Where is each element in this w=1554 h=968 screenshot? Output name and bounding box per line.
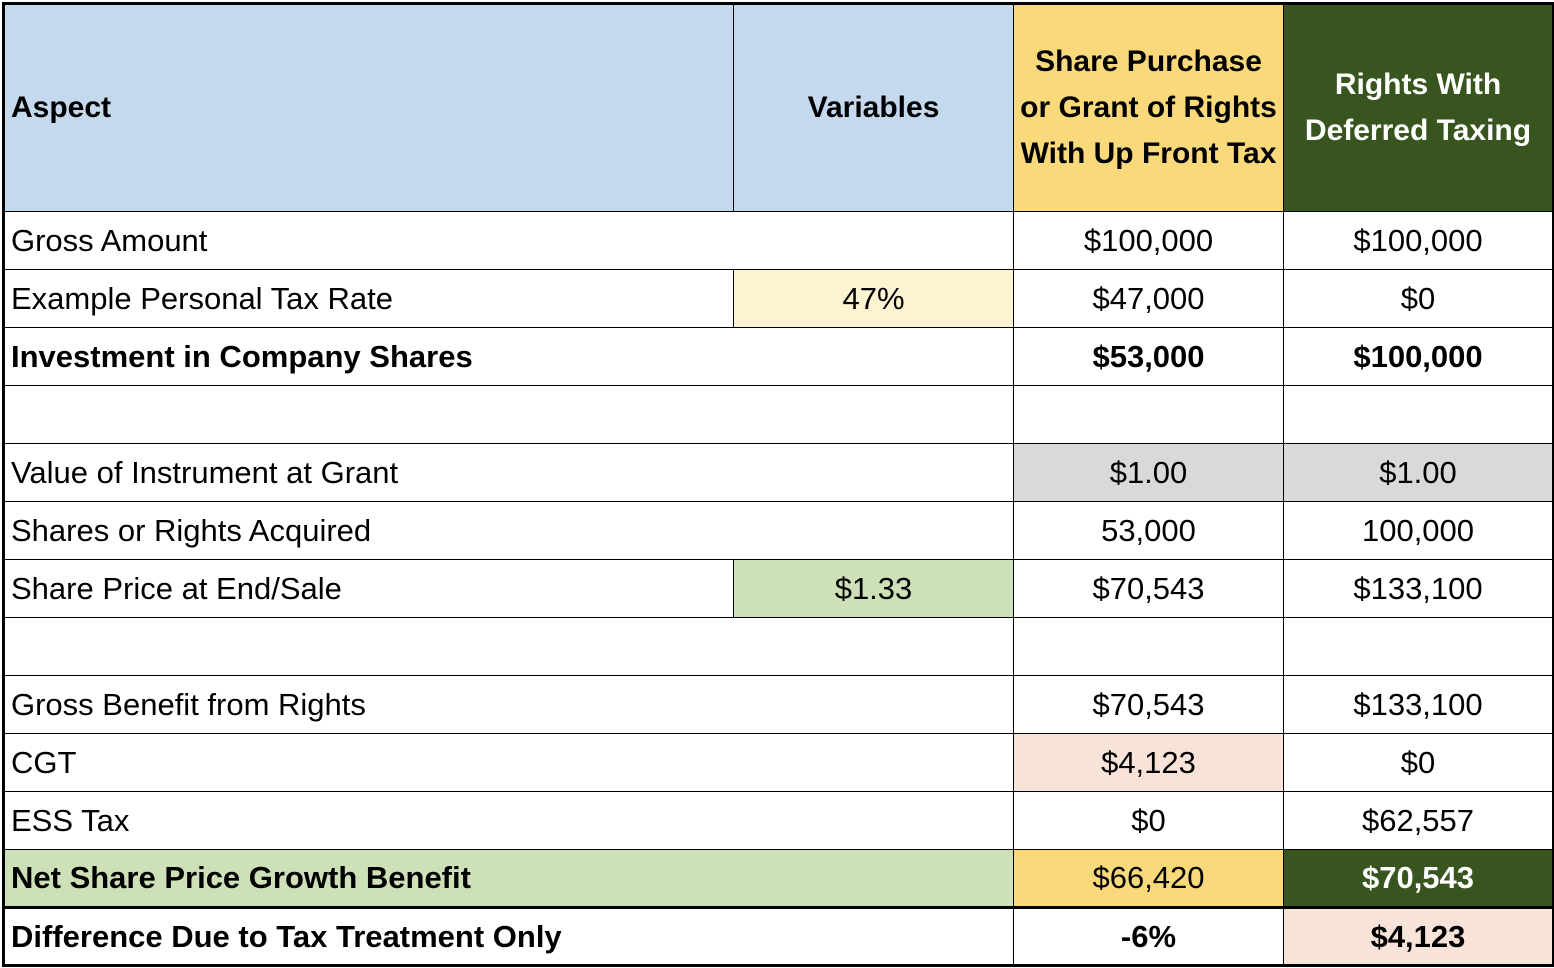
variable-tax-rate-input[interactable]: 47% xyxy=(733,269,1014,328)
blank-cell[interactable] xyxy=(1283,617,1554,676)
upfront-value-at-grant[interactable]: $1.00 xyxy=(1013,443,1284,502)
blank-cell[interactable] xyxy=(1013,385,1284,444)
table-row-ess-tax: ESS Tax $0 $62,557 xyxy=(3,791,1554,850)
variable-share-price-input[interactable]: $1.33 xyxy=(733,559,1014,618)
label-difference[interactable]: Difference Due to Tax Treatment Only xyxy=(3,907,1014,966)
table-row-net-benefit: Net Share Price Growth Benefit $66,420 $… xyxy=(3,849,1554,909)
deferred-difference[interactable]: $4,123 xyxy=(1283,907,1554,966)
deferred-shares-acquired[interactable]: 100,000 xyxy=(1283,501,1554,560)
label-value-at-grant[interactable]: Value of Instrument at Grant xyxy=(3,443,1014,502)
table-row-share-price-end: Share Price at End/Sale $1.33 $70,543 $1… xyxy=(3,559,1554,618)
deferred-gross-amount[interactable]: $100,000 xyxy=(1283,211,1554,270)
deferred-cgt[interactable]: $0 xyxy=(1283,733,1554,792)
upfront-cgt[interactable]: $4,123 xyxy=(1013,733,1284,792)
upfront-gross-benefit[interactable]: $70,543 xyxy=(1013,675,1284,734)
upfront-ess-tax[interactable]: $0 xyxy=(1013,791,1284,850)
label-share-price-end[interactable]: Share Price at End/Sale xyxy=(3,559,734,618)
blank-cell[interactable] xyxy=(3,385,1014,444)
table-row-investment: Investment in Company Shares $53,000 $10… xyxy=(3,327,1554,386)
table-row-shares-acquired: Shares or Rights Acquired 53,000 100,000 xyxy=(3,501,1554,560)
upfront-difference[interactable]: -6% xyxy=(1013,907,1284,966)
upfront-net-benefit[interactable]: $66,420 xyxy=(1013,849,1284,909)
upfront-investment[interactable]: $53,000 xyxy=(1013,327,1284,386)
label-ess-tax[interactable]: ESS Tax xyxy=(3,791,1014,850)
blank-cell[interactable] xyxy=(3,617,1014,676)
table-row-cgt: CGT $4,123 $0 xyxy=(3,733,1554,792)
deferred-gross-benefit[interactable]: $133,100 xyxy=(1283,675,1554,734)
upfront-gross-amount[interactable]: $100,000 xyxy=(1013,211,1284,270)
deferred-share-price-end[interactable]: $133,100 xyxy=(1283,559,1554,618)
table-row-blank-2 xyxy=(3,617,1554,676)
table-row-gross-amount: Gross Amount $100,000 $100,000 xyxy=(3,211,1554,270)
deferred-value-at-grant[interactable]: $1.00 xyxy=(1283,443,1554,502)
label-gross-benefit[interactable]: Gross Benefit from Rights xyxy=(3,675,1014,734)
upfront-share-price-end[interactable]: $70,543 xyxy=(1013,559,1284,618)
header-upfront-tax[interactable]: Share Purchase or Grant of Rights With U… xyxy=(1013,3,1284,212)
header-row: Aspect Variables Share Purchase or Grant… xyxy=(3,3,1554,212)
label-cgt[interactable]: CGT xyxy=(3,733,1014,792)
table-row-gross-benefit: Gross Benefit from Rights $70,543 $133,1… xyxy=(3,675,1554,734)
blank-cell[interactable] xyxy=(1283,385,1554,444)
table-row-tax-rate: Example Personal Tax Rate 47% $47,000 $0 xyxy=(3,269,1554,328)
label-tax-rate[interactable]: Example Personal Tax Rate xyxy=(3,269,734,328)
blank-cell[interactable] xyxy=(1013,617,1284,676)
header-variables[interactable]: Variables xyxy=(733,3,1014,212)
deferred-investment[interactable]: $100,000 xyxy=(1283,327,1554,386)
label-net-benefit[interactable]: Net Share Price Growth Benefit xyxy=(3,849,1014,909)
table-row-difference: Difference Due to Tax Treatment Only -6%… xyxy=(3,907,1554,966)
upfront-tax-rate[interactable]: $47,000 xyxy=(1013,269,1284,328)
deferred-ess-tax[interactable]: $62,557 xyxy=(1283,791,1554,850)
label-gross-amount[interactable]: Gross Amount xyxy=(3,211,1014,270)
header-aspect[interactable]: Aspect xyxy=(3,3,734,212)
label-investment[interactable]: Investment in Company Shares xyxy=(3,327,1014,386)
label-shares-acquired[interactable]: Shares or Rights Acquired xyxy=(3,501,1014,560)
deferred-tax-rate[interactable]: $0 xyxy=(1283,269,1554,328)
table-row-blank-1 xyxy=(3,385,1554,444)
table-row-value-at-grant: Value of Instrument at Grant $1.00 $1.00 xyxy=(3,443,1554,502)
upfront-shares-acquired[interactable]: 53,000 xyxy=(1013,501,1284,560)
deferred-net-benefit[interactable]: $70,543 xyxy=(1283,849,1554,909)
header-deferred-tax[interactable]: Rights With Deferred Taxing xyxy=(1283,3,1554,212)
